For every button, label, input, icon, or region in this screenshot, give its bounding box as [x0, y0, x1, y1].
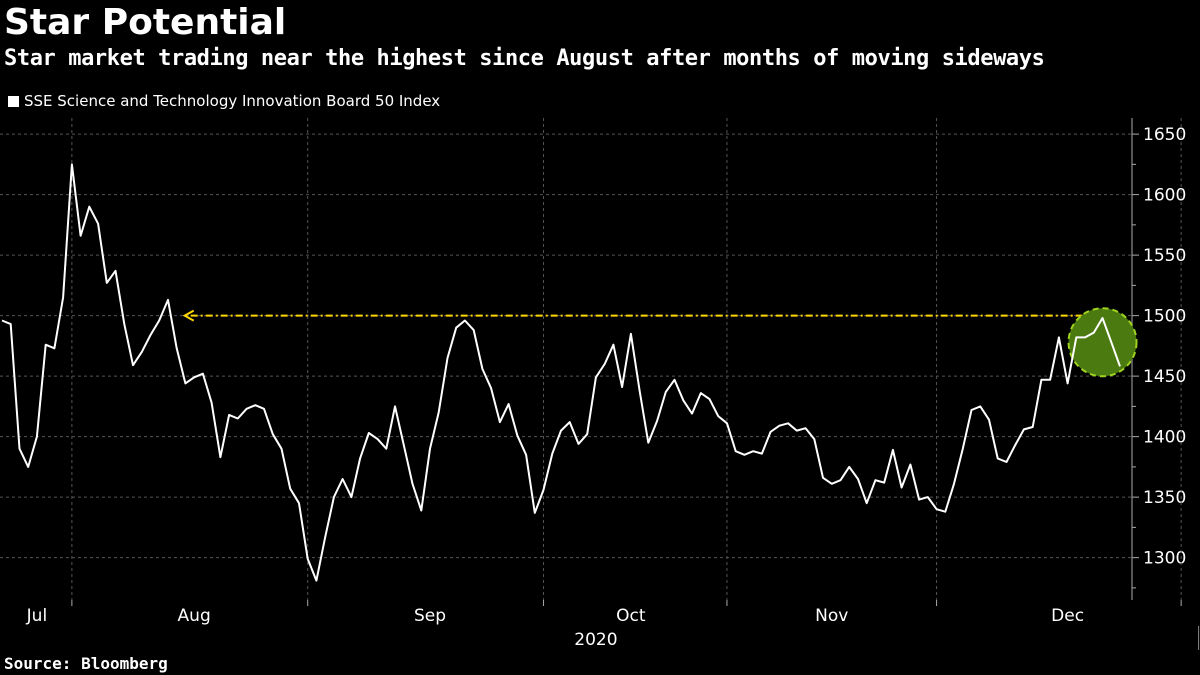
y-tick-label: 1350 — [1143, 488, 1186, 508]
y-tick-label: 1600 — [1143, 186, 1186, 206]
x-tick-label: Oct — [616, 606, 646, 626]
chart-subtitle: Star market trading near the highest sin… — [4, 46, 1045, 71]
source-note: Source: Bloomberg — [4, 654, 168, 673]
series-line — [1, 163, 1121, 582]
x-tick-label: Aug — [178, 606, 211, 626]
y-tick-label: 1650 — [1143, 125, 1186, 145]
x-tick-label: Sep — [414, 606, 446, 626]
highlight-circle — [1067, 307, 1138, 378]
y-tick-label: 1400 — [1143, 428, 1186, 448]
legend-label: SSE Science and Technology Innovation Bo… — [24, 92, 441, 110]
legend-swatch — [8, 95, 19, 107]
x-tick-label: Dec — [1051, 606, 1084, 626]
year-label: 2020 — [574, 630, 617, 650]
legend: SSE Science and Technology Innovation Bo… — [8, 92, 440, 110]
chart-title: Star Potential — [4, 2, 287, 43]
x-tick-label: Nov — [815, 606, 848, 626]
x-tick-label: Jul — [26, 606, 48, 626]
reference-arrow-head — [182, 309, 195, 322]
y-tick-label: 1550 — [1143, 246, 1186, 266]
y-tick-label: 1300 — [1143, 549, 1186, 569]
y-tick-label: 1500 — [1143, 307, 1186, 327]
y-tick-label: 1450 — [1143, 367, 1186, 387]
